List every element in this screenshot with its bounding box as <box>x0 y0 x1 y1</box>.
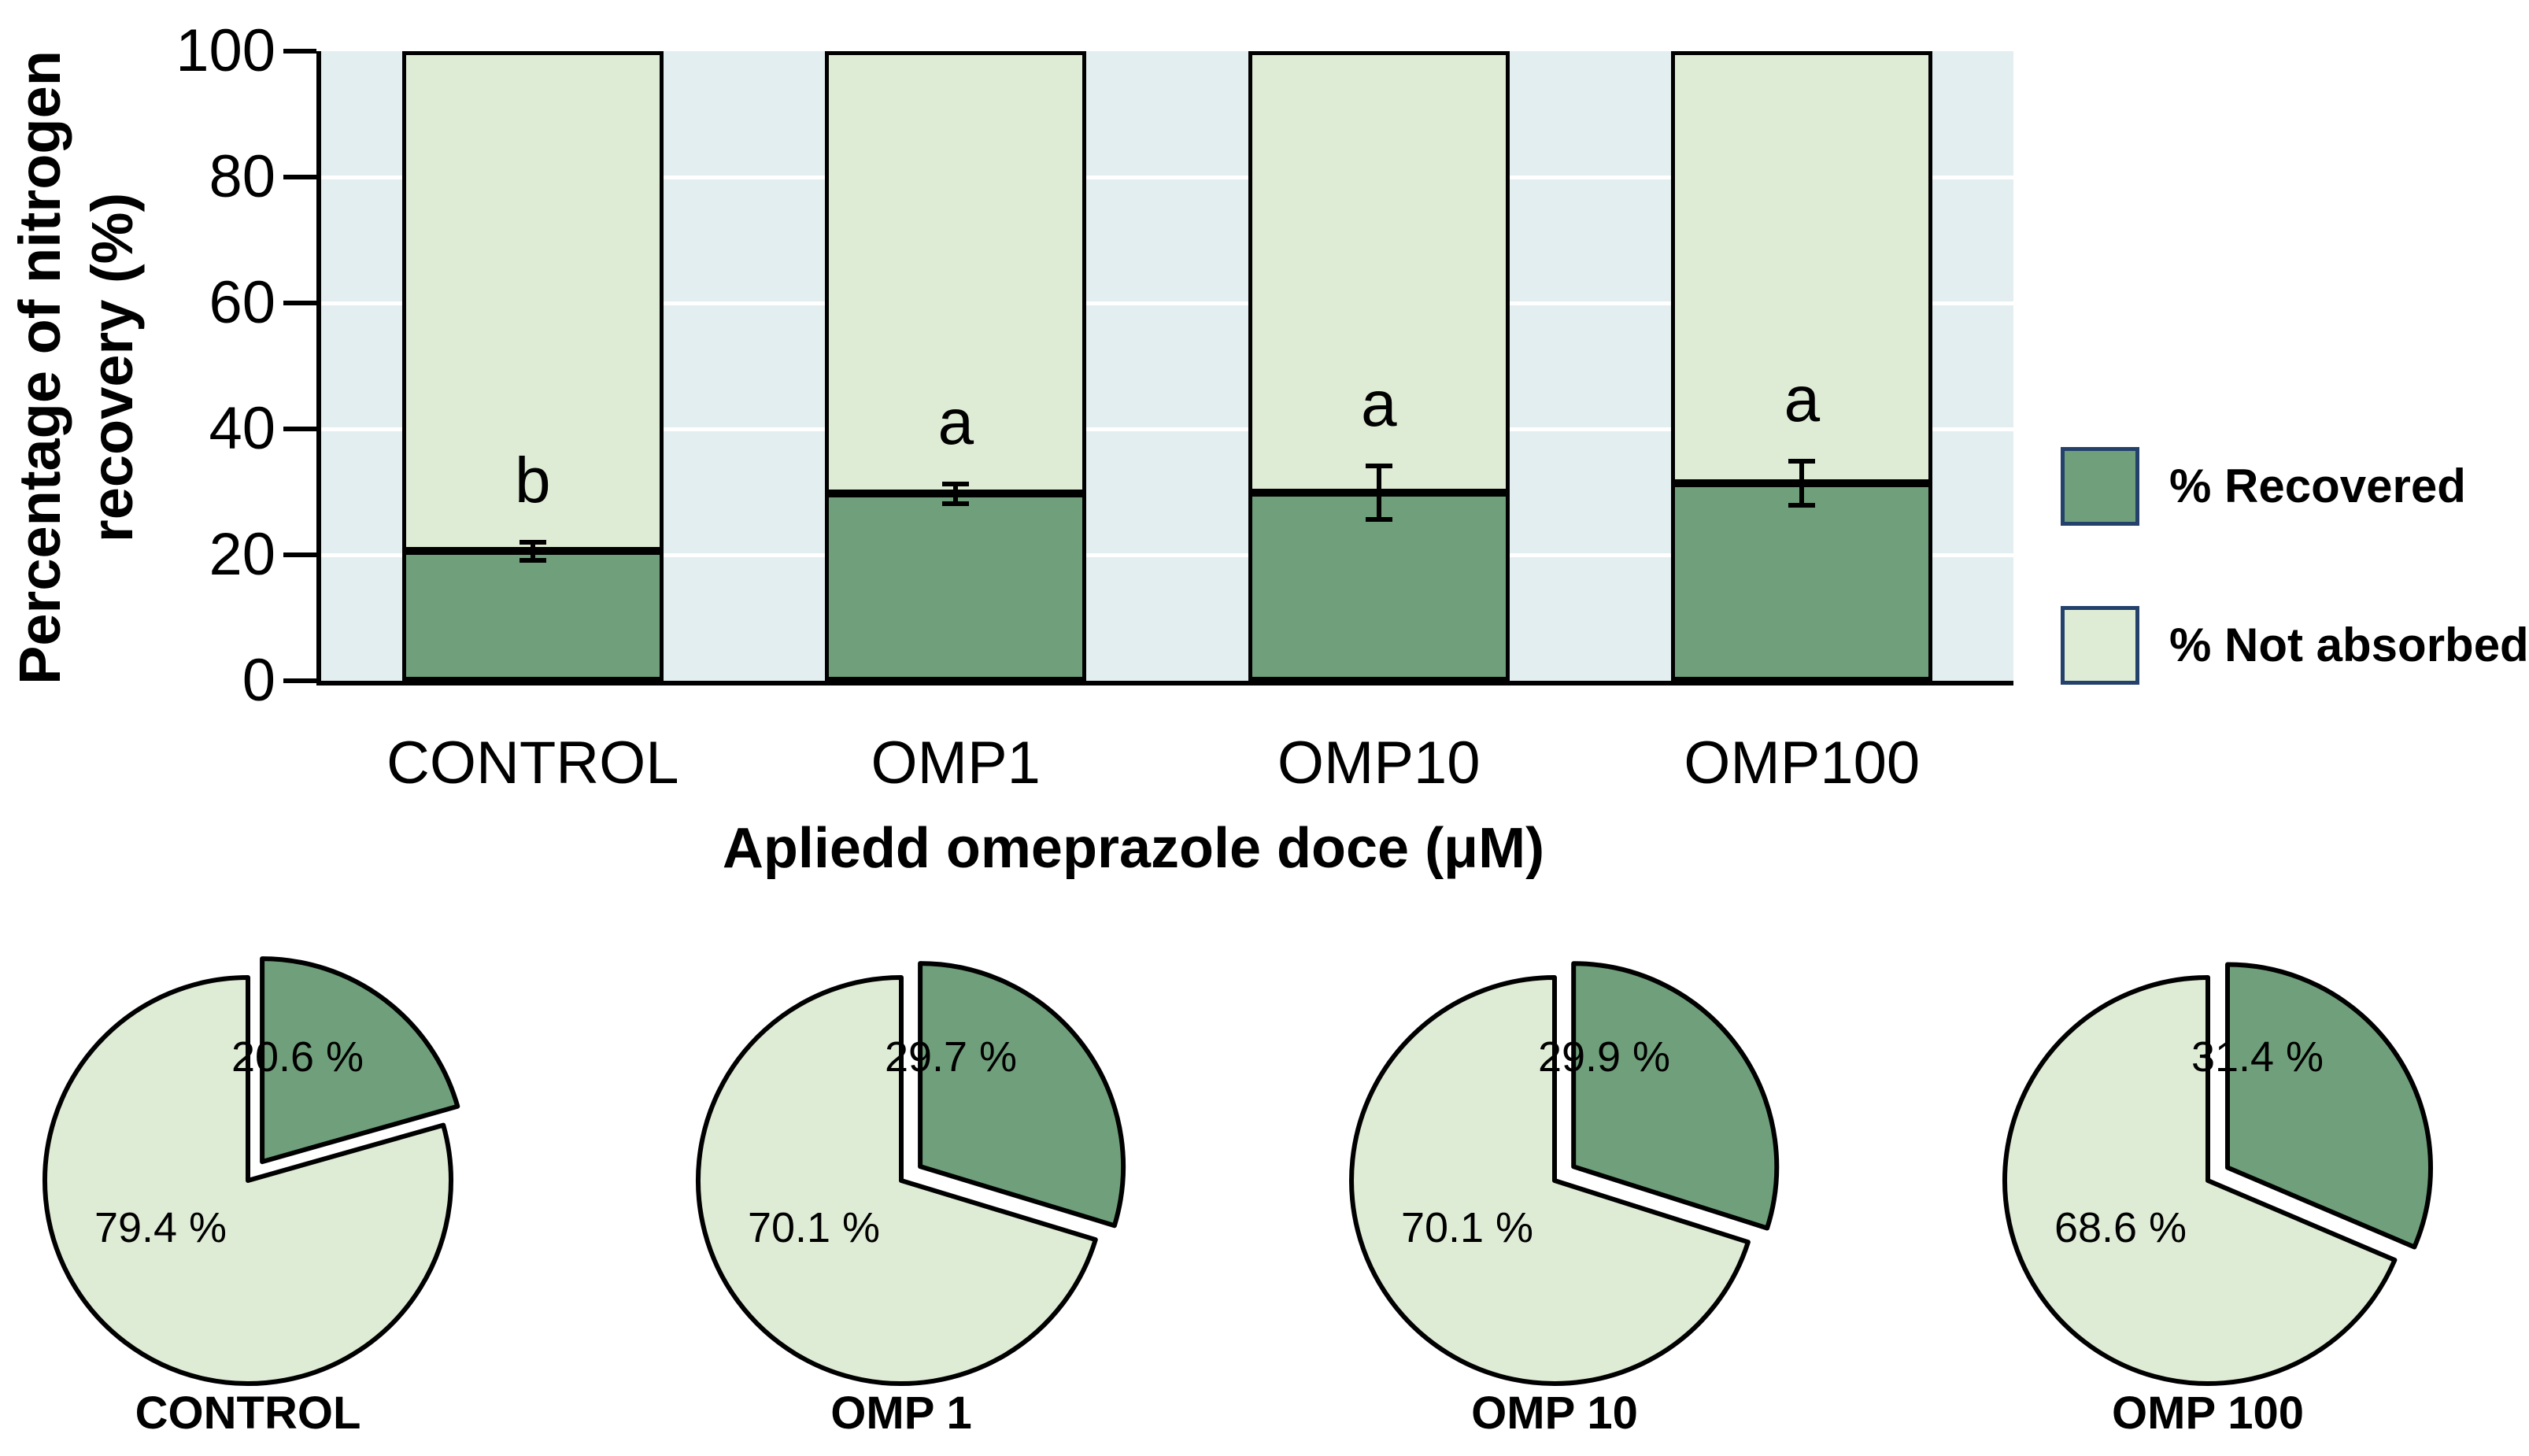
pie-value-label-not-absorbed-OMP 100: 68.6 % <box>2054 1204 2187 1251</box>
significance-letter-OMP10: a <box>1360 368 1397 440</box>
pie-slice-recovered <box>2225 962 2433 1250</box>
pie-slice-not-absorbed <box>2002 975 2398 1386</box>
gridline <box>321 301 2013 305</box>
bar-segment-not-absorbed-OMP10 <box>1248 51 1510 493</box>
pie-caption-OMP 1: OMP 1 <box>830 1388 972 1439</box>
x-tick-label-OMP1: OMP1 <box>871 730 1041 796</box>
significance-letter-OMP100: a <box>1784 363 1821 435</box>
legend-swatch-recovered <box>2061 447 2139 526</box>
pie-slice-not-absorbed <box>43 975 453 1386</box>
pie-chart-OMP 10 <box>1349 961 1780 1386</box>
pie-chart-OMP 1 <box>696 961 1126 1386</box>
pie-value-label-recovered-OMP 1: 29.7 % <box>884 1033 1018 1081</box>
pie-caption-OMP 10: OMP 10 <box>1471 1388 1638 1439</box>
y-tick-mark <box>283 175 316 179</box>
y-tick-label: 100 <box>176 17 275 84</box>
y-tick-mark <box>283 49 316 54</box>
pie-chart-OMP 100 <box>2002 962 2433 1386</box>
pie-value-label-recovered-OMP 100: 31.4 % <box>2191 1033 2324 1081</box>
pie-slice-not-absorbed <box>696 975 1098 1386</box>
bar-chart-plot-area: b a a a <box>316 51 2013 686</box>
error-bar-OMP1 <box>942 482 970 506</box>
x-tick-label-CONTROL: CONTROL <box>386 730 679 796</box>
pie-caption-OMP 100: OMP 100 <box>2112 1388 2304 1439</box>
bar-segment-recovered-OMP100 <box>1671 482 1933 681</box>
pie-slice-recovered <box>260 956 460 1165</box>
pie-value-label-recovered-CONTROL: 20.6 % <box>231 1033 364 1081</box>
gridline <box>321 176 2013 179</box>
x-axis-title: Apliedd omeprazole doce (μM) <box>722 817 1545 880</box>
y-tick-mark <box>283 552 316 557</box>
y-tick-mark <box>283 678 316 683</box>
pie-value-label-not-absorbed-CONTROL: 79.4 % <box>94 1204 227 1251</box>
pie-value-label-not-absorbed-OMP 1: 70.1 % <box>747 1204 881 1251</box>
gridline <box>321 427 2013 431</box>
y-tick-label: 60 <box>209 269 275 336</box>
y-tick-label: 0 <box>242 647 275 714</box>
pie-chart-CONTROL <box>43 956 460 1386</box>
x-tick-label-OMP100: OMP100 <box>1684 730 1921 796</box>
pie-caption-CONTROL: CONTROL <box>135 1388 361 1439</box>
pie-slice-recovered <box>1571 961 1780 1231</box>
error-bar-CONTROL <box>519 539 546 563</box>
error-bar-OMP10 <box>1365 464 1392 522</box>
y-tick-mark <box>283 427 316 431</box>
legend-label-recovered: % Recovered <box>2169 460 2466 512</box>
error-bar-stem <box>1376 464 1381 522</box>
y-tick-mark <box>283 301 316 305</box>
y-tick-label: 40 <box>209 395 275 462</box>
significance-letter-OMP1: a <box>937 386 974 459</box>
error-bar-OMP100 <box>1788 458 1816 508</box>
x-tick-label-OMP10: OMP10 <box>1277 730 1481 796</box>
pie-slice-recovered <box>918 961 1126 1229</box>
pie-value-label-not-absorbed-OMP 10: 70.1 % <box>1400 1204 1534 1251</box>
pie-value-label-recovered-OMP 10: 29.9 % <box>1537 1033 1671 1081</box>
legend-label-not-absorbed: % Not absorbed <box>2169 619 2529 671</box>
legend-swatch-not-absorbed <box>2061 606 2139 685</box>
y-tick-label: 20 <box>209 521 275 588</box>
gridline <box>321 553 2013 557</box>
bar-segment-recovered-CONTROL <box>401 551 664 681</box>
error-bar-stem <box>1799 458 1805 508</box>
significance-letter-CONTROL: b <box>514 444 551 516</box>
pie-slice-not-absorbed <box>1349 975 1751 1386</box>
error-bar-stem <box>953 482 959 506</box>
bar-segment-recovered-OMP10 <box>1248 492 1510 681</box>
bar-segment-recovered-OMP1 <box>825 493 1087 681</box>
y-tick-label: 80 <box>209 143 275 210</box>
error-bar-stem <box>530 539 535 563</box>
